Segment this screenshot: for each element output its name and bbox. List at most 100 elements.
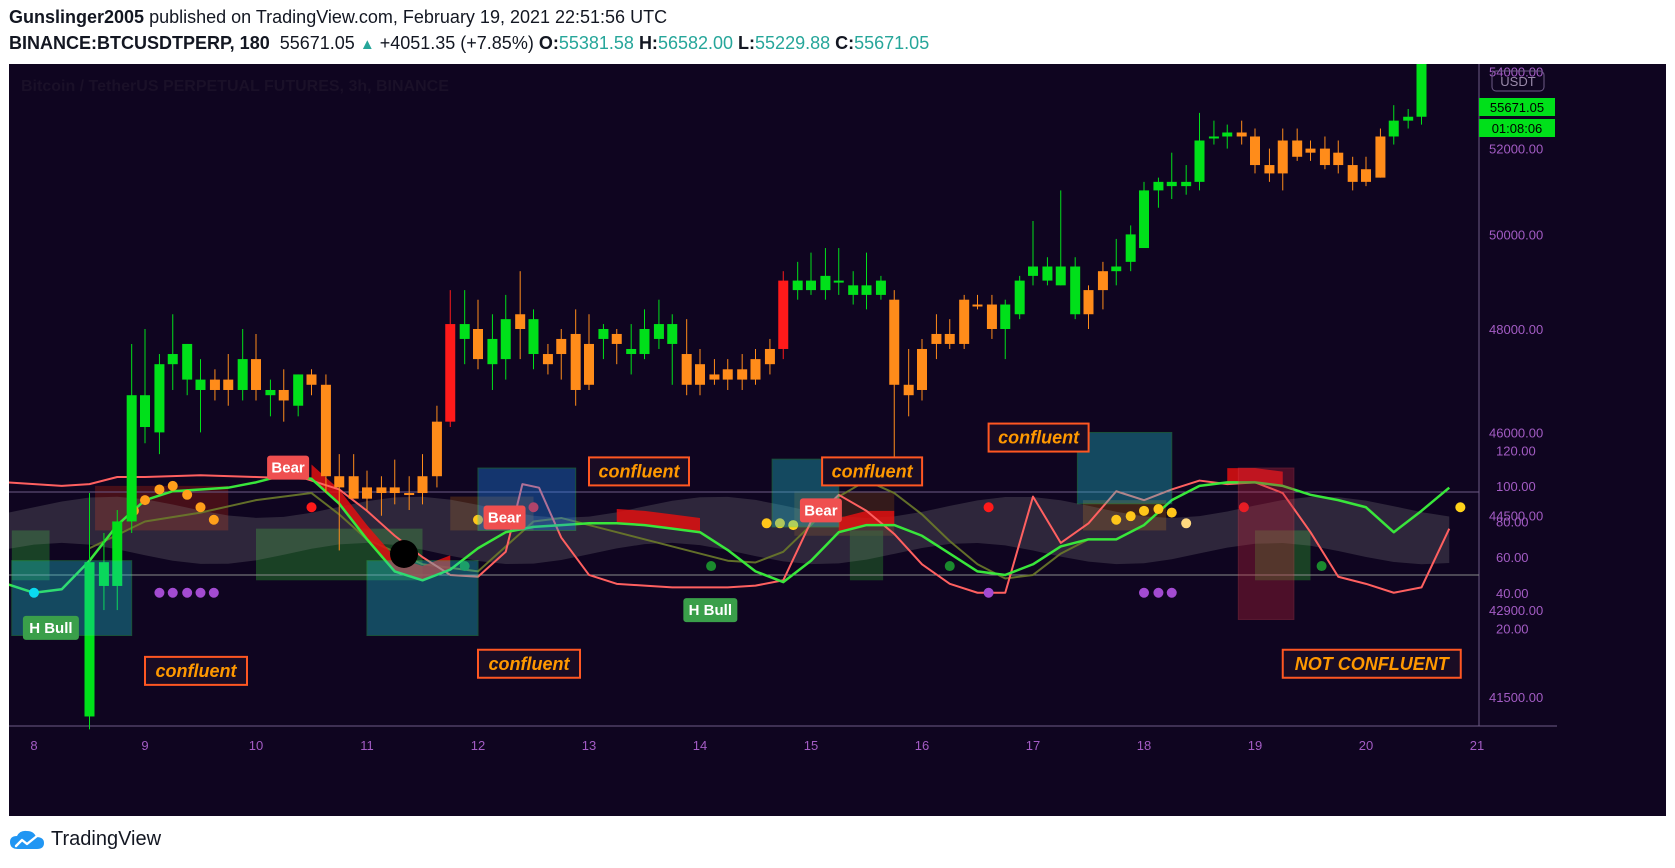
close-value: 55671.05 [854,33,930,53]
candle-body [140,395,150,428]
symbol-label: BINANCE:BTCUSDTPERP, 180 [9,33,270,53]
signal-label: H Bull [29,620,72,637]
candle-body [1403,116,1414,121]
candle-body [278,389,289,401]
candle-body [653,324,664,339]
price-tick-label: 54000.00 [1489,65,1543,80]
candle-body [1347,165,1358,182]
osc-tick-label: 120.00 [1496,443,1536,458]
signal-dot [1153,504,1164,515]
open-label: O: [538,33,559,53]
candle-body [1070,266,1081,315]
candle-body [1042,266,1053,281]
cursor-marker [390,540,418,568]
candle-body [1083,290,1094,315]
candle-body [931,333,942,344]
candle-body [1319,148,1330,166]
confluence-label: confluent [998,428,1080,448]
confluence-label: NOT CONFLUENT [1295,654,1451,674]
candle-body [986,304,997,329]
not-confluent-zone [1237,467,1295,620]
bear-ribbon [838,510,895,533]
low-value: 55229.88 [755,33,831,53]
candle-body [84,562,95,717]
low-label: L: [738,33,756,53]
time-tick-label: 12 [471,738,485,753]
time-tick-label: 15 [804,738,818,753]
candle-body [848,285,859,295]
osc-tick-label: 40.00 [1496,586,1529,601]
author-name[interactable]: Gunslinger2005 [9,7,145,27]
candle-body [1014,280,1025,315]
chart-background [9,64,1666,816]
candle-body [1305,148,1316,153]
open-value: 55381.58 [558,33,634,53]
chart-canvas[interactable]: 56000.0054000.0052000.0050000.0048000.00… [9,64,1666,816]
price-tick-label: 41500.00 [1489,690,1543,705]
shade-region [1082,500,1167,531]
close-label: C: [835,33,855,53]
signal-dot [1125,511,1136,522]
price-tick-label: 52000.00 [1489,142,1543,157]
candle-body [1111,266,1122,272]
osc-tick-label: 60.00 [1496,550,1529,565]
candle-body [389,487,400,494]
bear-ribbon [616,509,700,533]
candle-body [1333,152,1344,166]
signal-dot [774,518,785,529]
candle-body [348,476,359,499]
oscillator-panel [9,464,1466,598]
candle-body [376,487,387,494]
candle-body [626,348,637,355]
countdown-text: 01:08:06 [1492,121,1543,136]
signal-label: Bear [488,509,522,526]
price-tick-label: 42900.00 [1489,603,1543,618]
signal-dot [1455,502,1466,513]
signal-dot [761,518,772,529]
signal-label: H Bull [689,602,732,619]
olive-series-line [89,479,1089,580]
candle-body [1222,132,1233,137]
candle-body [445,324,456,422]
candle-body [154,364,165,433]
time-tick-label: 8 [30,738,37,753]
candle-body [1250,136,1260,166]
signal-label-bg [267,455,310,480]
candle-body [1388,120,1399,137]
candle-body [667,324,678,344]
candle-body [709,374,720,380]
publish-info: Gunslinger2005 published on TradingView.… [9,7,667,28]
signal-dot [208,514,219,525]
countdown-marker [1479,119,1555,137]
signal-dot [528,502,539,513]
time-tick-label: 11 [360,738,374,753]
signal-dot [1153,587,1164,598]
candle-body [431,421,442,477]
signal-dot [195,502,206,513]
candle-body [417,476,428,494]
signal-dot [1316,561,1327,572]
signal-zone [1076,431,1173,505]
signal-dot [167,480,178,491]
signal-dot [182,587,193,598]
price-tick-label: 46000.00 [1489,425,1543,440]
candle-body [861,285,872,295]
tradingview-logo-icon [10,830,44,849]
signal-dot [154,484,165,495]
up-arrow-icon: ▲ [359,36,375,53]
price-tick-label: 44500.00 [1489,509,1543,524]
candle-body [1055,266,1066,286]
signal-label-bg [483,505,526,530]
osc-tick-label: 100.00 [1496,479,1536,494]
signal-label: Bear [804,502,838,519]
signal-label-bg [799,498,842,523]
confluence-label: confluent [832,461,914,481]
candle-body [1416,64,1427,117]
time-tick-label: 14 [693,738,707,753]
candle-body [195,379,206,390]
footer-brand[interactable]: TradingView [9,828,161,851]
confluence-label-box [477,648,581,679]
time-tick-label: 9 [141,738,148,753]
candle-body [1375,136,1386,178]
candle-body [293,374,304,406]
